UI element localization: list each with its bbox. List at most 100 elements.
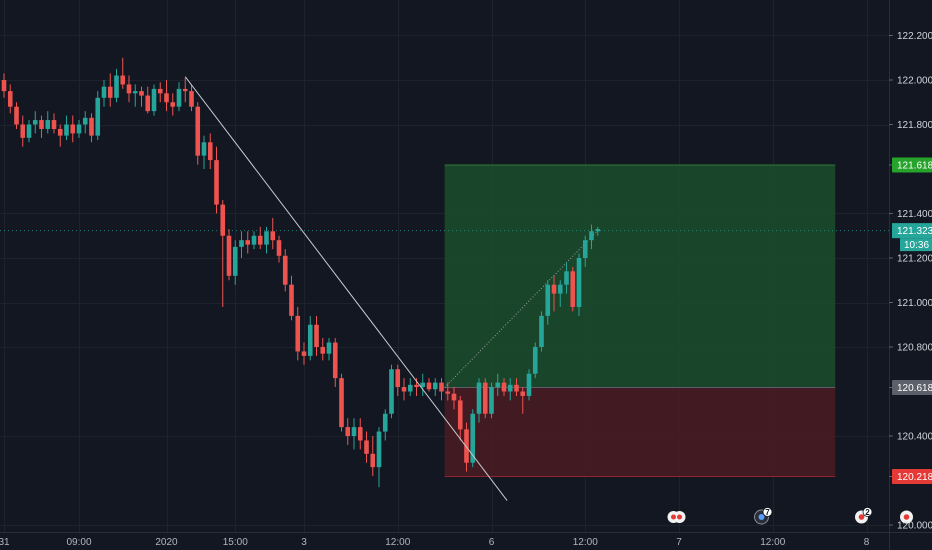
earnings-dot [758, 514, 765, 520]
entry-price-badge [892, 379, 932, 395]
candle-body [476, 382, 482, 414]
candle-body [345, 427, 351, 436]
candle-body [526, 373, 532, 396]
candle-body [101, 86, 107, 98]
candle-body [57, 128, 63, 136]
candle-body [195, 106, 201, 156]
candle-body [51, 120, 57, 129]
candle-body [357, 427, 363, 441]
candle-body [520, 391, 526, 396]
candles [1, 57, 601, 488]
time-tick-label: 3 [301, 537, 307, 548]
candle-body [32, 120, 38, 125]
candle-body [414, 384, 419, 388]
candle-body [282, 255, 288, 285]
event-marker[interactable] [667, 511, 686, 523]
candle-body [570, 271, 576, 307]
profit-zone[interactable] [444, 164, 836, 388]
candle-body [407, 384, 413, 392]
candle-body [514, 384, 519, 392]
time-tick-label: 6 [489, 537, 495, 548]
event-count-badge [762, 507, 773, 517]
candle-body [270, 231, 276, 241]
price-tick-label: 121.400 [897, 209, 932, 220]
candle-body [207, 142, 213, 161]
candle-body [376, 431, 382, 468]
entry-price-badge-label: 120.618 [897, 383, 932, 394]
trendline[interactable] [184, 76, 508, 501]
trendline-segment[interactable] [184, 76, 508, 501]
candle-body [7, 91, 13, 107]
candle-body [176, 88, 182, 107]
countdown-badge [900, 238, 932, 252]
flag-dot [858, 514, 865, 520]
candle-body [39, 120, 44, 129]
time-tick-label: 31 [0, 537, 10, 548]
candle-body [532, 347, 538, 374]
current-price-label: 121.323 [897, 226, 932, 237]
candle-body [364, 440, 369, 454]
candle-body [339, 378, 344, 428]
candle-body [70, 124, 76, 134]
candle-body [482, 382, 488, 414]
candle-body [201, 142, 207, 156]
candle-body [507, 384, 513, 392]
countdown-label: 10:36 [904, 240, 929, 251]
event-marker[interactable]: 7 [754, 507, 773, 525]
candle-body [420, 382, 426, 388]
candle-body [114, 75, 119, 98]
candle-body [314, 324, 319, 347]
candle-body [332, 342, 338, 379]
loss-zone[interactable] [444, 387, 836, 477]
time-tick-label: 2020 [155, 537, 178, 548]
time-tick-label: 09:00 [66, 537, 91, 548]
candle-body [64, 124, 69, 136]
event-marker[interactable] [900, 510, 913, 524]
time-tick-label: 12:00 [760, 537, 785, 548]
candle-body [170, 102, 176, 107]
candle-body [470, 413, 476, 463]
candle-body [320, 347, 326, 354]
candle-body [95, 97, 101, 136]
candle-body [307, 324, 313, 356]
price-tick-label: 122.000 [897, 76, 932, 87]
candle-body [14, 106, 19, 125]
candle-body [245, 240, 251, 245]
candle-body [251, 235, 257, 245]
candle-body [157, 88, 163, 94]
time-axis[interactable]: 3109:00202015:00312:00612:00712:00812:00… [0, 537, 932, 548]
time-tick-label: 7 [676, 537, 682, 548]
candle-body [132, 91, 138, 94]
candle-body [495, 382, 501, 388]
stop-price-badge [892, 468, 932, 484]
candle-body [370, 453, 376, 468]
price-tick-label: 122.200 [897, 31, 932, 42]
candle-body [457, 400, 463, 430]
time-tick-label: 15:00 [223, 537, 248, 548]
candle-body [257, 235, 263, 245]
target-price-badge-label: 121.618 [897, 160, 932, 171]
event-count-badge [862, 507, 873, 517]
candle-body [326, 342, 332, 354]
flag-dot [903, 514, 910, 520]
candle-body [439, 382, 444, 392]
candle-body [151, 88, 157, 112]
price-badges: 121.618 120.618 120.218 121.323 10:36 [892, 157, 932, 484]
candle-body [401, 387, 407, 392]
candle-body [214, 160, 219, 205]
price-tick-label: 120.400 [897, 432, 932, 443]
long-position-tool[interactable] [0, 164, 889, 477]
price-tick-label: 121.800 [897, 120, 932, 131]
candle-body [220, 204, 226, 236]
event-count: 2 [865, 508, 870, 517]
target-price-badge [892, 157, 932, 173]
price-tick-label: 120.000 [897, 521, 932, 532]
candle-body [82, 117, 88, 125]
candle-body [539, 315, 544, 347]
flag-dot [677, 514, 682, 520]
candle-body [557, 284, 563, 294]
stop-price-badge-label: 120.218 [897, 472, 932, 483]
event-marker[interactable]: 2 [855, 507, 873, 524]
candle-body [107, 86, 113, 98]
